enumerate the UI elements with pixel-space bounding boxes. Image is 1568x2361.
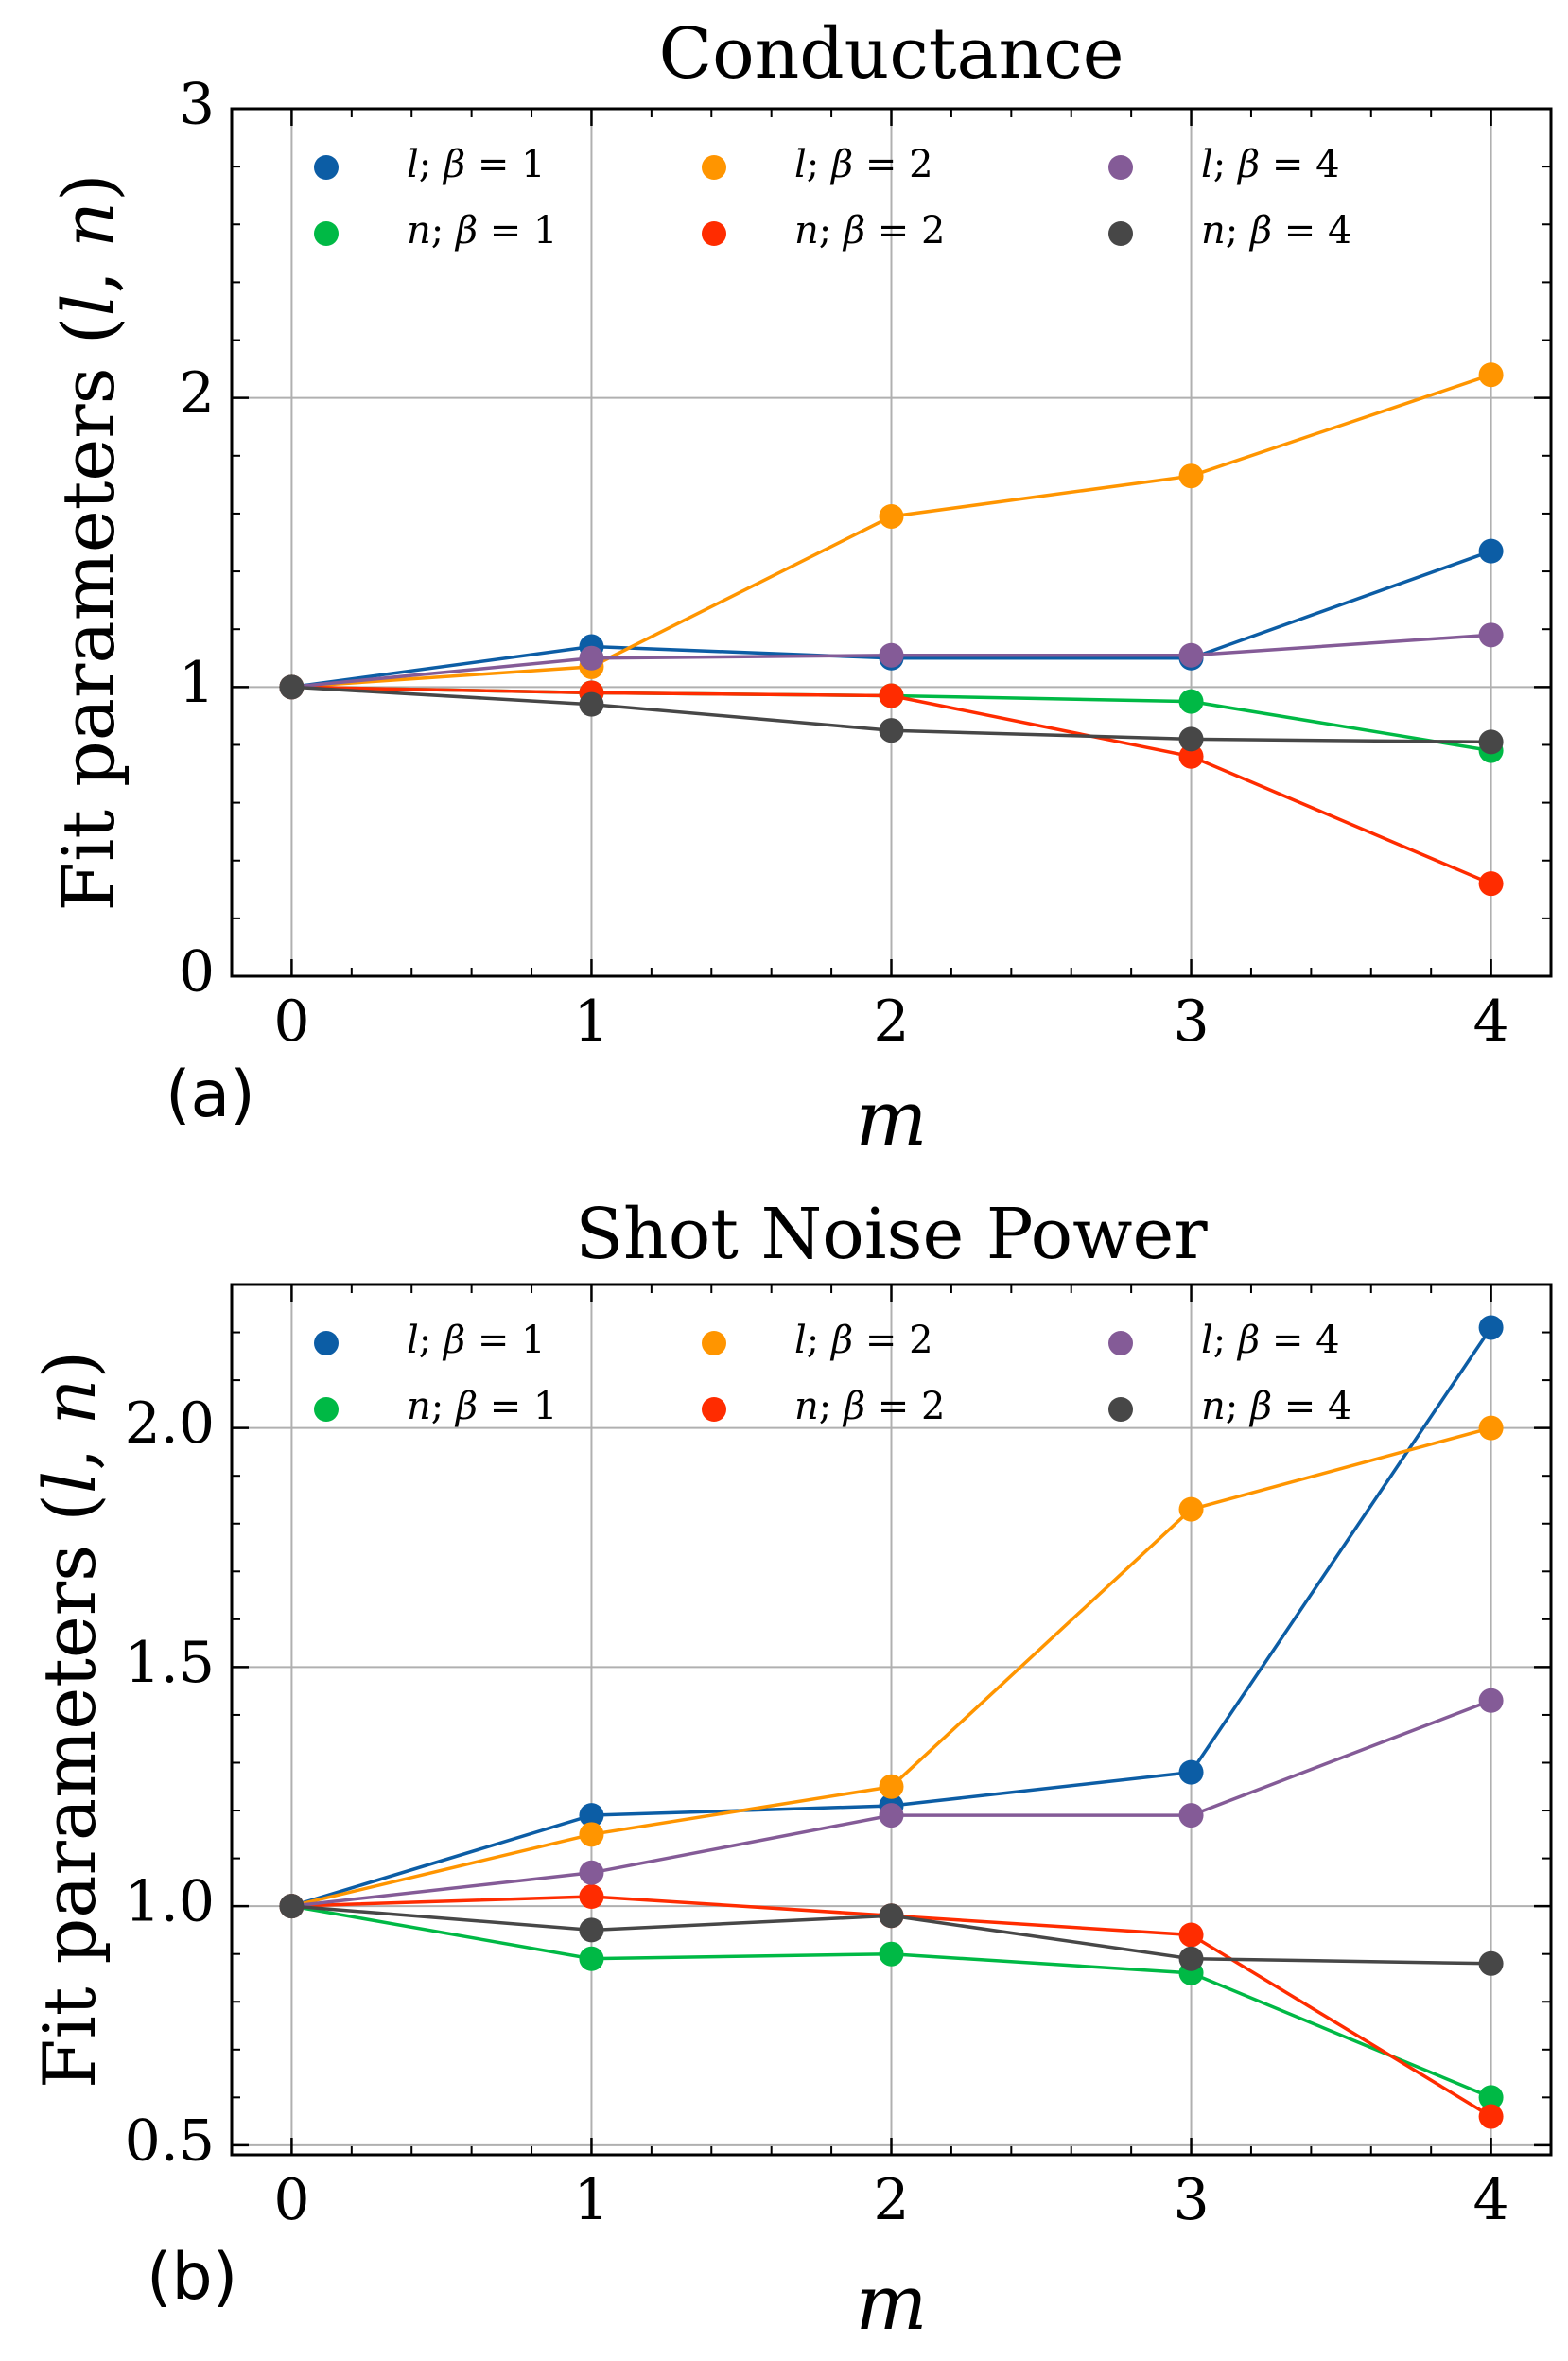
y-tick-label: 2 (179, 360, 215, 427)
legend: l; β = 1 n; β = 1 l; β = 2 n; β = 2 l; β = 4… (314, 1319, 1352, 1428)
legend-label: n; β = 1 (407, 209, 558, 253)
data-point (579, 645, 604, 671)
legend-label: n; β = 2 (794, 209, 946, 253)
data-point (579, 1884, 604, 1910)
chart-title: Shot Noise Power (575, 1194, 1208, 1275)
data-point (1478, 1315, 1504, 1340)
x-tick-label: 4 (1472, 2167, 1508, 2233)
y-tick-label: 0.5 (125, 2107, 215, 2174)
data-point (1478, 871, 1504, 897)
legend-marker (702, 221, 726, 246)
x-tick-label: 2 (873, 988, 909, 1055)
data-point (1478, 1415, 1504, 1441)
legend-marker (702, 1397, 726, 1422)
x-tick-label: 3 (1173, 2167, 1209, 2233)
x-tick-label: 3 (1173, 988, 1209, 1055)
legend-label: n; β = 4 (1201, 1385, 1352, 1428)
data-point (1178, 743, 1204, 769)
legend-marker (1108, 1331, 1133, 1355)
legend-label: l; β = 1 (407, 1319, 546, 1362)
y-tick-label: 1.0 (125, 1869, 215, 1935)
data-point (1178, 689, 1204, 714)
chart-panel-b: 0 1 2 3 4 0.5 1.0 1.5 2.0 Shot Noise Power m Fit pa… (27, 1194, 1553, 2347)
data-point (879, 503, 904, 529)
data-point (879, 642, 904, 668)
legend-label: l; β = 1 (407, 143, 546, 186)
legend-label: n; β = 1 (407, 1385, 558, 1428)
data-point (579, 1822, 604, 1847)
legend-marker (702, 155, 726, 180)
x-tick-label: 1 (573, 988, 609, 1055)
data-point (579, 1917, 604, 1943)
legend-marker (702, 1331, 726, 1355)
data-point (1478, 622, 1504, 648)
data-point (1478, 362, 1504, 388)
legend-label: l; β = 4 (1201, 143, 1340, 186)
data-point (879, 1941, 904, 1967)
data-point (279, 1894, 305, 1919)
legend-marker (314, 1397, 339, 1422)
y-axis-label: Fit parameters (l, n) (27, 1351, 112, 2089)
legend: l; β = 1 n; β = 1 l; β = 2 n; β = 2 l; β = 4… (314, 143, 1352, 253)
y-tick-label: 1.5 (125, 1630, 215, 1696)
data-point (579, 1946, 604, 1971)
data-point (1478, 729, 1504, 755)
legend-marker (314, 155, 339, 180)
data-point (879, 683, 904, 708)
legend-marker (1108, 221, 1133, 246)
y-tick-label: 0 (179, 939, 215, 1006)
panel-label: (a) (166, 1058, 255, 1132)
data-point (1478, 1688, 1504, 1713)
legend-label: l; β = 2 (794, 1319, 933, 1362)
legend-label: l; β = 2 (794, 143, 933, 186)
data-point (579, 1860, 604, 1885)
data-point (1178, 463, 1204, 489)
x-tick-label: 2 (873, 2167, 909, 2233)
data-point (1178, 1496, 1204, 1522)
legend-label: n; β = 4 (1201, 209, 1352, 253)
data-point (1478, 2085, 1504, 2110)
legend-label: l; β = 4 (1201, 1319, 1340, 1362)
data-point (1178, 1759, 1204, 1785)
x-tick-label: 4 (1472, 988, 1508, 1055)
data-point (1478, 2104, 1504, 2129)
x-tick-label: 1 (573, 2167, 609, 2233)
data-point (579, 691, 604, 717)
data-point (1178, 1803, 1204, 1828)
x-axis-label: m (856, 1075, 928, 1163)
data-point (879, 1774, 904, 1799)
panel-label: (b) (147, 2240, 237, 2315)
data-point (279, 674, 305, 700)
y-tick-label: 1 (179, 650, 215, 716)
data-point (1478, 538, 1504, 564)
data-point (1178, 726, 1204, 752)
data-point (879, 718, 904, 743)
legend-marker (314, 221, 339, 246)
data-point (1178, 1922, 1204, 1948)
x-axis-label: m (856, 2259, 928, 2347)
data-point (879, 1903, 904, 1929)
data-point (1478, 1950, 1504, 1976)
legend-marker (314, 1331, 339, 1355)
y-tick-label: 3 (179, 72, 215, 138)
chart-title: Conductance (658, 13, 1124, 95)
data-point (1178, 642, 1204, 668)
data-point (579, 1803, 604, 1828)
x-tick-label: 0 (273, 988, 309, 1055)
chart-panel-a: 0 1 2 3 4 0 1 2 3 Conductance m Fit parameters (l, … (46, 13, 1553, 1163)
data-point (1178, 1946, 1204, 1971)
data-point (879, 1803, 904, 1828)
legend-marker (1108, 155, 1133, 180)
x-tick-label: 0 (273, 2167, 309, 2233)
legend-label: n; β = 2 (794, 1385, 946, 1428)
y-tick-label: 2.0 (125, 1390, 215, 1457)
legend-marker (1108, 1397, 1133, 1422)
y-axis-label: Fit parameters (l, n) (46, 173, 131, 911)
